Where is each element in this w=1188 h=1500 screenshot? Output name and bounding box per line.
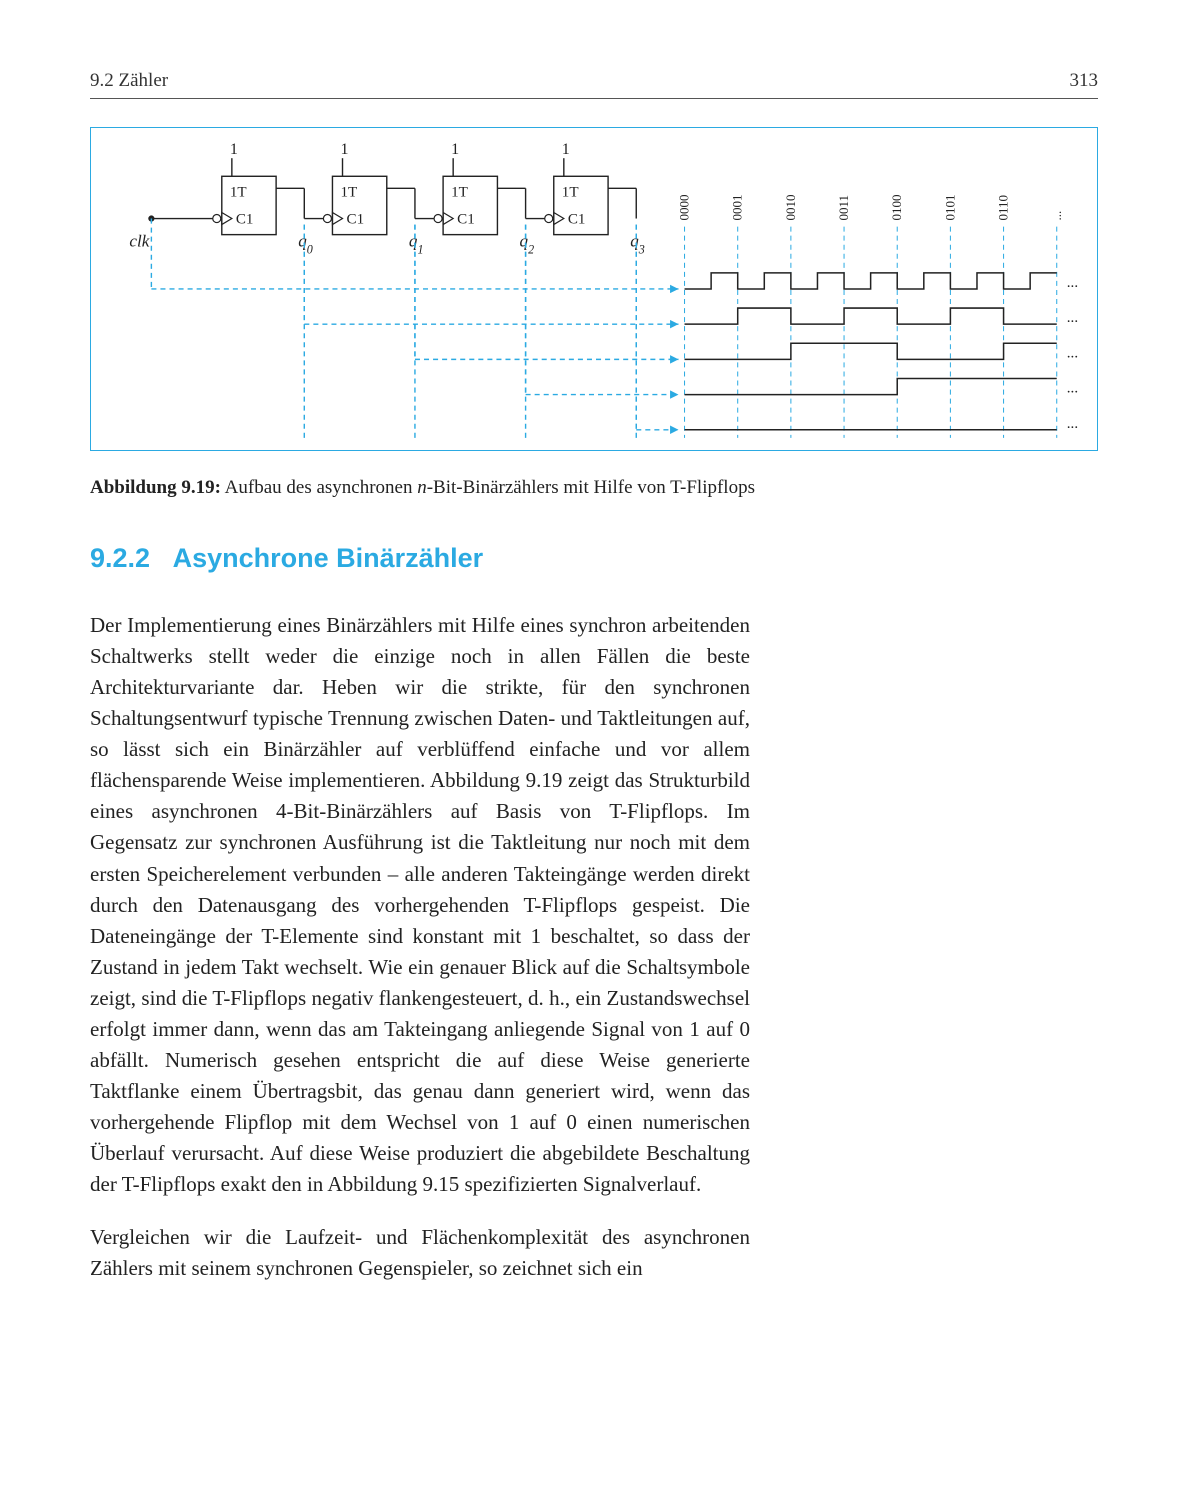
svg-text:...: ... [1049, 211, 1064, 221]
page-header: 9.2 Zähler 313 [90, 70, 1098, 92]
svg-text:0010: 0010 [783, 194, 798, 221]
svg-text:0011: 0011 [836, 195, 851, 221]
svg-text:C1: C1 [568, 212, 586, 228]
paragraph-2: Vergleichen wir die Laufzeit- und Fläche… [90, 1222, 750, 1284]
svg-text:...: ... [1067, 345, 1078, 361]
svg-text:...: ... [1067, 310, 1078, 326]
paragraph-1: Der Implementierung eines Binärzählers m… [90, 610, 750, 1200]
caption-label: Abbildung 9.19: [90, 477, 221, 498]
svg-text:1: 1 [451, 141, 459, 158]
svg-text:0001: 0001 [730, 194, 745, 220]
header-page-number: 313 [1070, 70, 1099, 92]
section-heading: 9.2.2 Asynchrone Binärzähler [90, 543, 1098, 574]
caption-text-a: Aufbau des asynchronen [221, 477, 417, 498]
svg-text:q2: q2 [520, 232, 535, 257]
svg-text:1: 1 [562, 141, 570, 158]
svg-text:q3: q3 [630, 232, 645, 257]
figure-9-19: 1 1T C1 1 1T C1 1 1T C1 1 1T C1 clk q0 q1 q2 q3 0000 0001 0… [90, 127, 1098, 451]
svg-text:0000: 0000 [677, 194, 692, 221]
caption-n: n [417, 477, 427, 498]
svg-text:C1: C1 [236, 212, 254, 228]
svg-text:0101: 0101 [942, 194, 957, 220]
body-text: Der Implementierung eines Binärzählers m… [90, 610, 750, 1285]
svg-text:...: ... [1067, 381, 1078, 397]
svg-text:...: ... [1067, 416, 1078, 432]
svg-text:1T: 1T [230, 184, 247, 200]
svg-text:0100: 0100 [889, 194, 904, 221]
page: 9.2 Zähler 313 1 1T C1 1 1T C1 1 1T C1 1 1T C1 clk q0… [0, 0, 1188, 1500]
svg-text:1: 1 [340, 141, 348, 158]
section-title: Asynchrone Binärzähler [173, 543, 484, 573]
svg-text:1: 1 [230, 141, 238, 158]
svg-text:1T: 1T [451, 184, 468, 200]
svg-text:C1: C1 [347, 212, 365, 228]
svg-text:C1: C1 [457, 212, 475, 228]
section-number: 9.2.2 [90, 543, 150, 573]
svg-text:q0: q0 [298, 232, 313, 257]
svg-text:1T: 1T [562, 184, 579, 200]
figure-caption: Abbildung 9.19: Aufbau des asynchronen n… [90, 477, 1098, 499]
svg-text:1T: 1T [340, 184, 357, 200]
figure-svg: 1 1T C1 1 1T C1 1 1T C1 1 1T C1 clk q0 q1 q2 q3 0000 0001 0… [91, 128, 1097, 450]
header-section: 9.2 Zähler [90, 70, 168, 92]
svg-text:0110: 0110 [996, 194, 1011, 220]
svg-text:q1: q1 [409, 232, 424, 257]
header-rule [90, 98, 1098, 99]
caption-text-b: -Bit-Binärzählers mit Hilfe von T-Flipfl… [427, 477, 755, 498]
svg-text:clk: clk [129, 232, 149, 251]
svg-text:...: ... [1067, 275, 1078, 291]
